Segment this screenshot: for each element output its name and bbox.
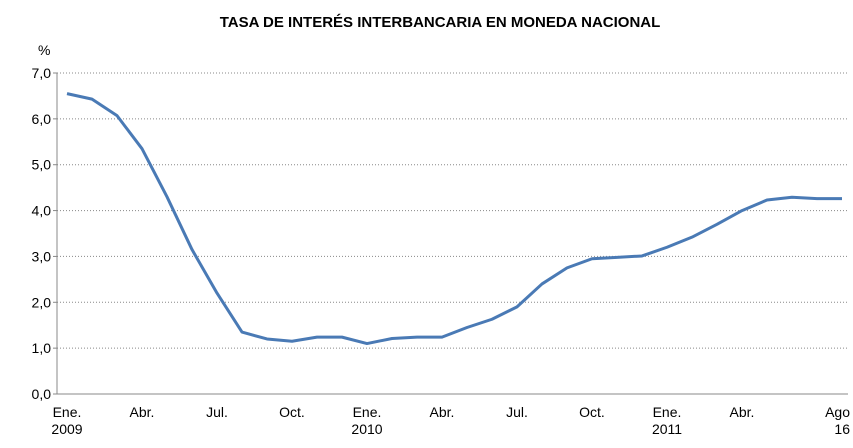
y-tick-label: 0,0 — [32, 386, 52, 402]
y-tick-label: 2,0 — [32, 294, 52, 310]
x-tick-label: 2011 — [652, 421, 682, 437]
y-tick-label: 5,0 — [32, 157, 52, 173]
x-tick-label: Oct. — [579, 404, 605, 420]
y-tick-label: 4,0 — [32, 203, 52, 219]
y-tick-label: 7,0 — [32, 65, 52, 81]
x-tick-label: 2010 — [351, 421, 382, 437]
x-tick-label: Ene. — [53, 404, 82, 420]
chart-title: TASA DE INTERÉS INTERBANCARIA EN MONEDA … — [220, 14, 661, 31]
x-tick-label: Ene. — [353, 404, 382, 420]
x-tick-label: Abr. — [430, 404, 455, 420]
x-tick-label: Ene. — [653, 404, 682, 420]
data-line — [66, 92, 842, 346]
x-tick-label: 2009 — [51, 421, 82, 437]
y-unit: % — [38, 42, 50, 58]
y-tick-label: 3,0 — [32, 248, 52, 264]
y-tick-label: 1,0 — [32, 340, 52, 356]
x-tick-label: Jul. — [206, 404, 228, 420]
x-tick-label: Ago — [825, 404, 850, 420]
x-tick-label: Abr. — [730, 404, 755, 420]
x-tick-label: Oct. — [279, 404, 305, 420]
x-tick-label: Abr. — [130, 404, 155, 420]
x-tick-label: 16 — [834, 421, 850, 437]
x-tick-label: Jul. — [506, 404, 528, 420]
y-tick-label: 6,0 — [32, 111, 52, 127]
